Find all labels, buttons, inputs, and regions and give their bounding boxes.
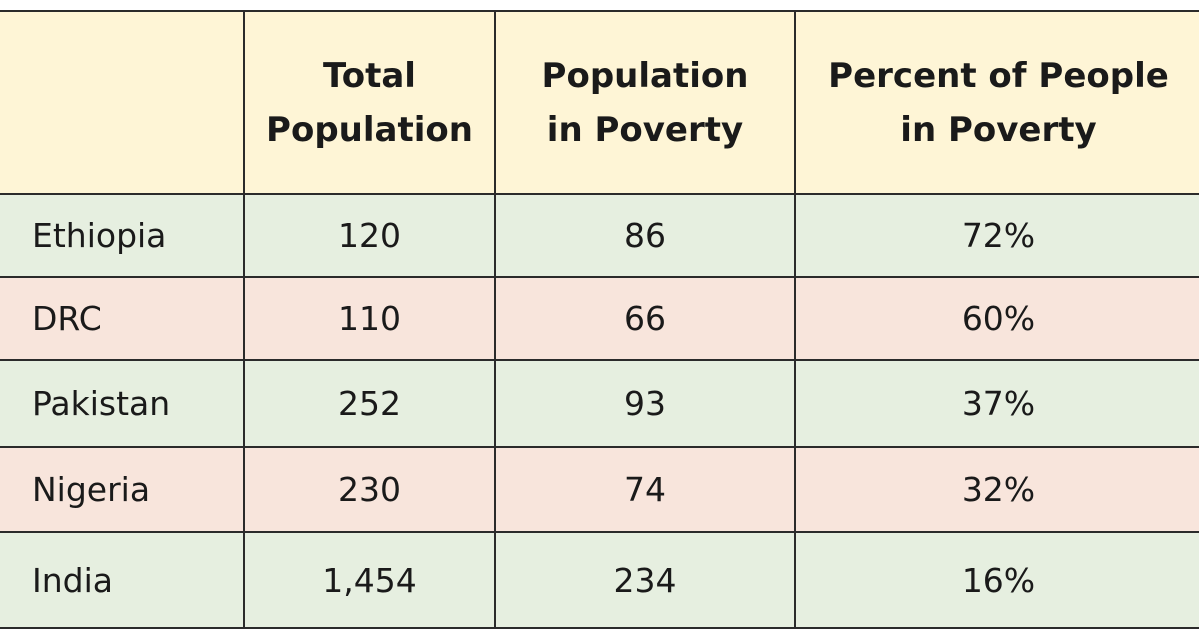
table-row: Pakistan 252 93 37% [0,359,1199,448]
table-row: Ethiopia 120 86 72% [0,193,1199,278]
population-in-poverty-cell: 66 [494,276,796,361]
header-line: in Poverty [546,109,744,150]
total-population-cell: 1,454 [243,531,496,629]
country-cell: Ethiopia [0,193,245,278]
header-line: Total [323,55,416,96]
header-line: in Poverty [900,109,1097,150]
percent-in-poverty-cell: 72% [794,193,1199,278]
percent-in-poverty-cell: 37% [794,359,1199,448]
header-empty-cell [0,10,245,195]
country-cell: India [0,531,245,629]
header-population-in-poverty: Population in Poverty [494,10,796,195]
table-row: Nigeria 230 74 32% [0,446,1199,533]
population-in-poverty-cell: 86 [494,193,796,278]
percent-in-poverty-cell: 32% [794,446,1199,533]
total-population-cell: 252 [243,359,496,448]
header-line: Percent of People [828,55,1169,96]
poverty-table-container: Total Population Population in Poverty P… [0,10,1199,629]
percent-in-poverty-cell: 60% [794,276,1199,361]
header-percent-in-poverty: Percent of People in Poverty [794,10,1199,195]
header-line: Population [266,109,473,150]
header-total-population: Total Population [243,10,496,195]
header-line: Population [541,55,749,96]
total-population-cell: 230 [243,446,496,533]
population-in-poverty-cell: 74 [494,446,796,533]
total-population-cell: 120 [243,193,496,278]
country-cell: Pakistan [0,359,245,448]
total-population-cell: 110 [243,276,496,361]
country-cell: DRC [0,276,245,361]
header-row: Total Population Population in Poverty P… [0,10,1199,195]
table-row: DRC 110 66 60% [0,276,1199,361]
percent-in-poverty-cell: 16% [794,531,1199,629]
country-cell: Nigeria [0,446,245,533]
table-row: India 1,454 234 16% [0,531,1199,629]
population-in-poverty-cell: 93 [494,359,796,448]
poverty-table: Total Population Population in Poverty P… [0,10,1199,629]
population-in-poverty-cell: 234 [494,531,796,629]
